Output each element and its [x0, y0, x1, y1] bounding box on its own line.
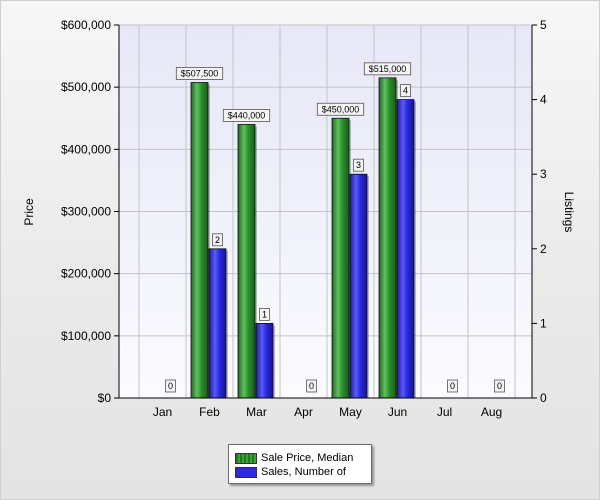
- data-label-box: [165, 379, 176, 393]
- y-tick-label: $100,000: [61, 329, 111, 343]
- grid-lines: [119, 24, 532, 398]
- data-label-box: [447, 379, 458, 393]
- y-tick-label: $300,000: [61, 205, 111, 219]
- data-label-text: 0: [309, 381, 314, 391]
- legend: Sale Price, Median Sales, Number of: [228, 444, 372, 484]
- data-label-sales-count-jul: 0: [447, 379, 458, 393]
- data-label-text: $450,000: [322, 104, 360, 114]
- y-tick-label: $0: [98, 391, 112, 405]
- y-tick-label: $400,000: [61, 142, 111, 156]
- data-label-sales-count-jun: 4: [400, 84, 411, 97]
- y2-tick-label: 5: [540, 18, 547, 32]
- data-label-box: [316, 102, 365, 116]
- axes-group: $0 $100,000 $200,000 $300,000 $400,000 $500,0…: [61, 18, 547, 419]
- bars-group: [190, 77, 416, 399]
- bar-sale-price-mar: [237, 124, 256, 399]
- y2-tick-label: 4: [540, 93, 547, 107]
- y-tick-label: $200,000: [61, 267, 111, 281]
- data-label-sales-count-mar: 1: [259, 307, 270, 321]
- y2-tick-label: 2: [540, 242, 547, 256]
- y-tick-label: $600,000: [61, 18, 111, 32]
- data-label-text: $507,500: [181, 69, 219, 79]
- x-tick-label-aug: Aug: [481, 405, 502, 419]
- data-label-sale-price-feb: $507,500: [175, 67, 224, 80]
- data-label-text: 1: [262, 309, 267, 319]
- x-tick-label-jan: Jan: [153, 405, 172, 419]
- data-label-box: [259, 307, 270, 321]
- bar-sales-count-may: [349, 173, 368, 399]
- data-label-text: 2: [215, 235, 220, 245]
- y2-tick-label: 3: [540, 167, 547, 181]
- data-label-text: $515,000: [369, 64, 407, 74]
- data-label-text: 4: [403, 86, 408, 96]
- data-label-box: [212, 233, 223, 247]
- data-label-box: [400, 84, 411, 97]
- data-label-sales-count-may: 3: [353, 158, 364, 172]
- legend-label-sales-count: Sales, Number of: [261, 466, 346, 478]
- data-label-text: 0: [168, 381, 173, 391]
- data-label-text: 3: [356, 160, 361, 170]
- bar-sale-price-feb: [190, 82, 209, 399]
- x-tick-label-jul: Jul: [437, 405, 452, 419]
- legend-label-sale-price: Sale Price, Median: [261, 452, 354, 464]
- data-label-text: 0: [497, 381, 502, 391]
- y-tick-label: $500,000: [61, 80, 111, 94]
- data-labels-group: $507,500 $440,000 $450,000 $515,000 0 2 1 0 3 4 0 0: [165, 62, 505, 393]
- x-tick-label-apr: Apr: [294, 405, 313, 419]
- data-label-box: [494, 379, 505, 393]
- legend-item-sales-count: Sales, Number of: [235, 465, 346, 479]
- x-tick-label-feb: Feb: [199, 405, 220, 419]
- data-label-sales-count-jan: 0: [165, 379, 176, 393]
- x-tick-label-jun: Jun: [388, 405, 407, 419]
- data-label-sale-price-mar: $440,000: [222, 109, 271, 122]
- data-label-box: [306, 379, 317, 393]
- data-label-box: [222, 109, 271, 122]
- bar-sale-price-jun: [378, 77, 397, 399]
- data-label-sale-price-jun: $515,000: [363, 62, 412, 76]
- bar-sales-count-feb: [208, 248, 227, 399]
- x-tick-label-mar: Mar: [246, 405, 267, 419]
- legend-swatch-green: [235, 452, 257, 464]
- data-label-text: $440,000: [228, 110, 266, 120]
- data-label-sales-count-apr: 0: [306, 379, 317, 393]
- data-label-sales-count-aug: 0: [494, 379, 505, 393]
- legend-swatch-blue: [235, 466, 257, 478]
- data-label-sale-price-may: $450,000: [316, 102, 365, 116]
- bar-sales-count-jun: [396, 99, 415, 399]
- data-label-box: [175, 67, 224, 80]
- x-tick-label-may: May: [339, 405, 362, 419]
- y2-tick-label: 1: [540, 316, 547, 330]
- y2-tick-label: 0: [540, 391, 547, 405]
- data-label-text: 0: [450, 381, 455, 391]
- data-label-box: [363, 62, 412, 76]
- legend-item-sale-price: Sale Price, Median: [235, 451, 353, 465]
- bar-sale-price-may: [331, 117, 350, 399]
- y-axis-title: Price: [22, 198, 36, 226]
- bar-sales-count-mar: [255, 322, 274, 399]
- data-label-sales-count-feb: 2: [212, 233, 223, 247]
- y2-axis-title: Listings: [562, 192, 576, 233]
- data-label-box: [353, 158, 364, 172]
